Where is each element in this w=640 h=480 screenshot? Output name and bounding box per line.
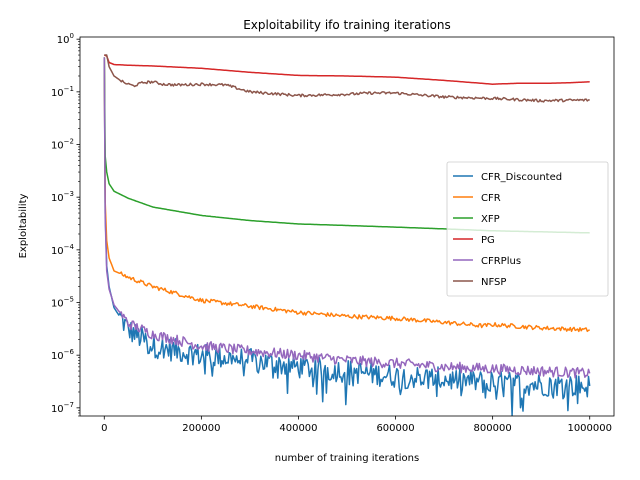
legend-item: NFSP (453, 277, 506, 288)
y-tick-base: 10 (57, 35, 70, 46)
plot-frame (79, 36, 615, 417)
y-tick-base: 10 (51, 299, 64, 310)
y-tick-exponent: −4 (64, 243, 75, 251)
legend: CFR_Discounted CFR XFP PG CFRPlus NFSP (446, 161, 609, 297)
y-tick-exponent: 0 (70, 32, 74, 40)
y-tick-exponent: −1 (64, 85, 74, 93)
y-tick-label: 10−4 (51, 243, 75, 257)
y-tick-label: 100 (57, 32, 74, 46)
series-line-cfr-discounted (103, 57, 591, 416)
y-tick-label: 10−3 (51, 190, 74, 204)
y-tick-label: 10−2 (51, 138, 74, 152)
y-tick-base: 10 (51, 193, 64, 204)
chart-title: Exploitability ifo training iterations (243, 18, 451, 32)
x-tick-label: 0 (101, 423, 107, 434)
legend-label: PG (481, 235, 495, 246)
y-tick-label: 10−6 (51, 348, 75, 362)
y-tick-label: 10−7 (51, 401, 74, 415)
legend-label: XFP (481, 214, 500, 225)
y-tick-exponent: −3 (64, 190, 74, 198)
series-line-cfrplus (103, 57, 591, 379)
y-tick-exponent: −5 (64, 296, 74, 304)
x-tick-label: 400000 (279, 423, 317, 434)
x-axis-label: number of training iterations (275, 453, 419, 464)
y-tick-base: 10 (51, 246, 64, 257)
y-tick-label: 10−1 (51, 85, 74, 99)
legend-item: XFP (453, 214, 500, 225)
legend-label: CFR (481, 193, 501, 204)
plot-area (103, 54, 591, 416)
y-tick-base: 10 (51, 141, 64, 152)
legend-label: NFSP (481, 277, 506, 288)
legend-label: CFR_Discounted (481, 172, 562, 183)
y-tick-exponent: −2 (64, 138, 74, 146)
y-tick-exponent: −6 (64, 348, 75, 356)
y-axis-label: Exploitability (18, 194, 29, 259)
legend-item: CFR_Discounted (453, 172, 562, 183)
x-tick-label: 1000000 (567, 423, 612, 434)
legend-box (446, 161, 609, 297)
y-tick-base: 10 (51, 351, 64, 362)
legend-item: CFRPlus (453, 256, 521, 267)
legend-item: PG (453, 235, 495, 246)
y-tick-exponent: −7 (64, 401, 74, 409)
y-tick-label: 10−5 (51, 296, 74, 310)
x-tick-label: 800000 (474, 423, 512, 434)
x-tick-label: 200000 (182, 423, 220, 434)
series-line-cfr (103, 57, 590, 333)
y-tick-base: 10 (51, 88, 64, 99)
series-line-pg (104, 54, 590, 85)
legend-item: CFR (453, 193, 501, 204)
series-line-nfsp (104, 54, 590, 103)
x-tick-label: 600000 (376, 423, 414, 434)
legend-label: CFRPlus (481, 256, 521, 267)
x-axis: 0 200000 400000 600000 800000 1000000 (101, 416, 612, 434)
y-tick-base: 10 (51, 404, 64, 415)
